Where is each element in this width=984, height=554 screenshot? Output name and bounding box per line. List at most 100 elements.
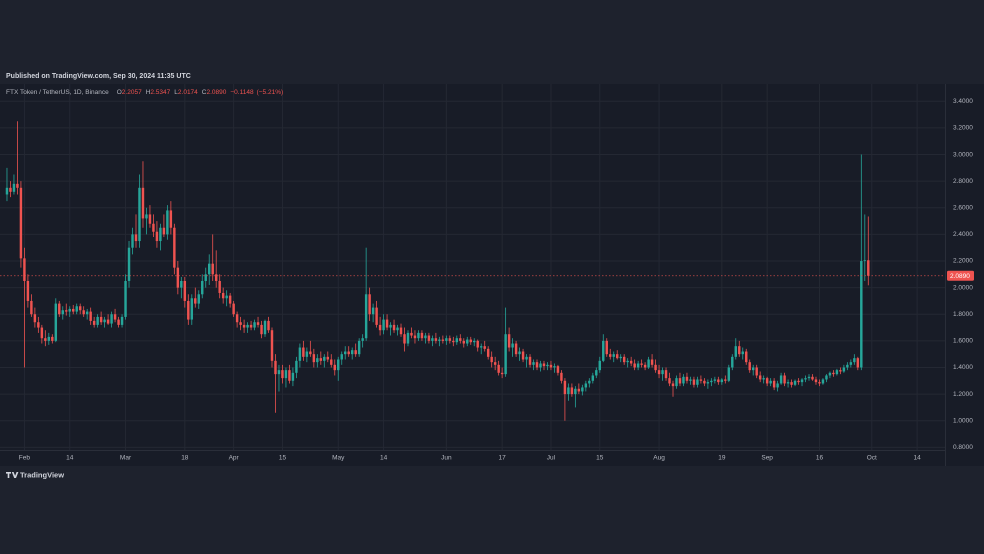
legend-value: 2.5347 [150, 89, 170, 96]
candle-body [842, 367, 846, 372]
candle-body [546, 364, 549, 367]
candle-body [445, 338, 448, 341]
legend-value: 2.2057 [122, 89, 142, 96]
candle-body [235, 314, 239, 323]
candle-body [441, 339, 445, 341]
candle-body [832, 372, 835, 375]
candle-body [490, 356, 493, 363]
y-tick-label: 2.8000 [953, 178, 973, 185]
candle-body [521, 351, 525, 360]
candle-body [148, 214, 152, 224]
y-tick-label: 2.6000 [953, 204, 973, 211]
candle-body [347, 351, 350, 355]
candle-body [162, 227, 166, 235]
x-tick-label: Jul [547, 455, 556, 462]
candle-body [291, 372, 295, 381]
chart-panel [0, 84, 984, 466]
candle-body [169, 210, 173, 228]
candle-body [201, 280, 204, 295]
candle-body [375, 307, 378, 325]
candle-body [724, 379, 727, 381]
candle-body [671, 383, 675, 387]
candle-body [138, 187, 141, 242]
candle-body [650, 359, 654, 365]
candle-body [438, 339, 441, 341]
candle-body [595, 370, 598, 376]
candle-body [211, 263, 214, 275]
candle-body [312, 354, 316, 363]
candle-body [305, 351, 309, 357]
candle-body [696, 379, 699, 385]
footer-logo: TradingView [6, 470, 64, 479]
legend-key: O [117, 89, 122, 96]
candle-body [765, 378, 769, 384]
candle-body [337, 359, 340, 371]
logo-icon [6, 472, 19, 478]
candle-body [180, 280, 183, 288]
candle-body [385, 319, 389, 328]
candle-body [12, 183, 16, 192]
x-tick-label: 18 [181, 455, 189, 462]
candle-body [556, 366, 560, 373]
candle-body [78, 306, 82, 311]
candle-body [758, 375, 762, 380]
candle-body [92, 320, 96, 325]
candle-body [622, 356, 626, 363]
legend-change: −0.1148 [230, 89, 254, 96]
candle-body [110, 314, 113, 324]
candle-body [863, 260, 867, 262]
candle-body [392, 324, 396, 331]
x-tick-label: Oct [867, 455, 877, 462]
candle-body [354, 350, 357, 355]
candle-body [811, 376, 814, 380]
candle-body [647, 359, 650, 368]
candles [5, 121, 870, 421]
candle-body [263, 320, 267, 335]
candle-body [486, 348, 490, 357]
candle-body [476, 340, 479, 348]
candle-body [58, 303, 61, 315]
candle-body [424, 335, 427, 339]
candle-body [68, 308, 71, 312]
candle-body [682, 376, 685, 384]
candle-body [839, 370, 842, 372]
y-tick-label: 1.6000 [953, 338, 973, 345]
candle-body [633, 363, 636, 368]
candle-body [85, 311, 89, 315]
candle-body [166, 210, 169, 235]
candle-body [459, 338, 462, 341]
candle-body [748, 362, 751, 371]
candle-body [9, 187, 12, 192]
candle-body [609, 354, 612, 357]
y-tick-label: 1.2000 [953, 391, 973, 398]
candle-body [403, 334, 406, 344]
candle-body [654, 364, 657, 371]
candle-body [542, 363, 546, 367]
candle-body [113, 314, 117, 320]
candle-body [19, 187, 23, 259]
candle-body [410, 332, 413, 336]
candle-body [661, 370, 664, 375]
candle-body [518, 351, 521, 355]
candle-body [804, 378, 807, 380]
candle-body [615, 354, 619, 359]
candle-body [563, 380, 567, 395]
y-tick-label: 1.0000 [953, 417, 973, 424]
candle-body [417, 332, 420, 339]
y-tick-label: 3.0000 [953, 151, 973, 158]
candle-body [713, 379, 717, 381]
candle-body [368, 294, 371, 315]
candle-body [239, 322, 242, 325]
candle-body [598, 360, 601, 371]
candle-body [309, 351, 312, 355]
candle-body [786, 382, 790, 384]
candle-body [612, 354, 615, 357]
candle-body [176, 267, 180, 288]
candle-body [284, 370, 288, 379]
legend-value: 2.0890 [207, 89, 227, 96]
candle-body [249, 324, 253, 328]
candle-body [636, 363, 640, 368]
candle-body [431, 338, 434, 341]
candle-body [371, 307, 375, 315]
published-note: Published on TradingView.com, Sep 30, 20… [6, 73, 191, 80]
